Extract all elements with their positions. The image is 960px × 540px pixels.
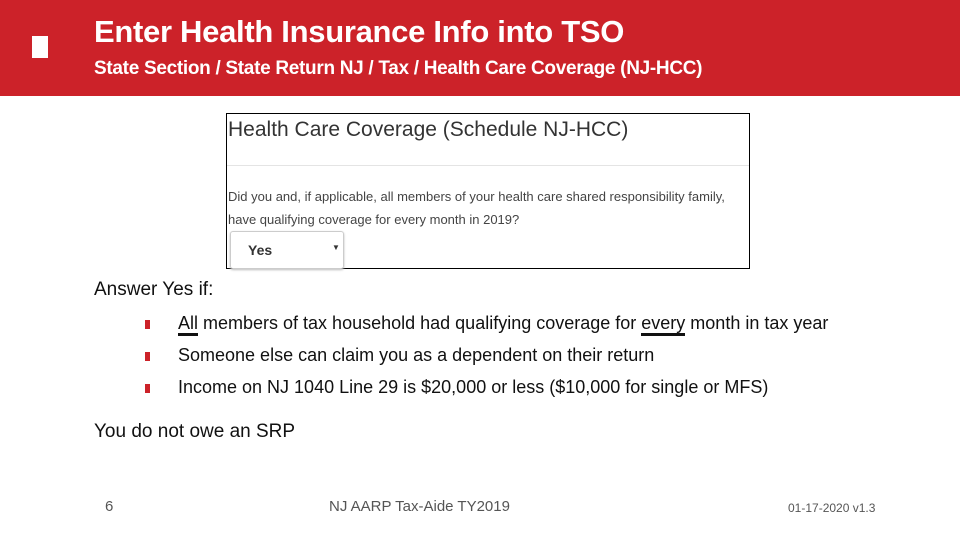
bullet-icon xyxy=(145,320,150,329)
screenshot-title: Health Care Coverage (Schedule NJ-HCC) xyxy=(228,118,629,141)
emphasis-all: All xyxy=(178,313,199,336)
screenshot-panel: Health Care Coverage (Schedule NJ-HCC) D… xyxy=(226,113,750,269)
coverage-select[interactable]: Yes ▼ xyxy=(230,231,344,269)
divider xyxy=(227,165,749,166)
breadcrumb: State Section / State Return NJ / Tax / … xyxy=(94,58,703,79)
footer-center: NJ AARP Tax-Aide TY2019 xyxy=(329,498,510,515)
bullet-text: Income on NJ 1040 Line 29 is $20,000 or … xyxy=(178,377,769,397)
bullet-text: members of tax household had qualifying … xyxy=(198,313,642,333)
dropdown-arrow-icon: ▼ xyxy=(332,243,340,252)
conclusion: You do not owe an SRP xyxy=(94,421,296,442)
footer-version: 01-17-2020 v1.3 xyxy=(788,501,876,515)
bullet-icon xyxy=(145,352,150,361)
square-icon xyxy=(32,36,48,58)
emphasis-every: every xyxy=(641,313,686,336)
page-title: Enter Health Insurance Info into TSO xyxy=(94,14,625,49)
bullet-text: Someone else can claim you as a dependen… xyxy=(178,345,655,365)
select-value: Yes xyxy=(248,242,273,258)
coverage-question: Did you and, if applicable, all members … xyxy=(228,189,725,227)
page-number: 6 xyxy=(105,498,114,515)
header-bar: Enter Health Insurance Info into TSO Sta… xyxy=(0,0,960,96)
answer-lead: Answer Yes if: xyxy=(94,279,214,300)
bullet-text: month in tax year xyxy=(685,313,829,333)
bullet-icon xyxy=(145,384,150,393)
